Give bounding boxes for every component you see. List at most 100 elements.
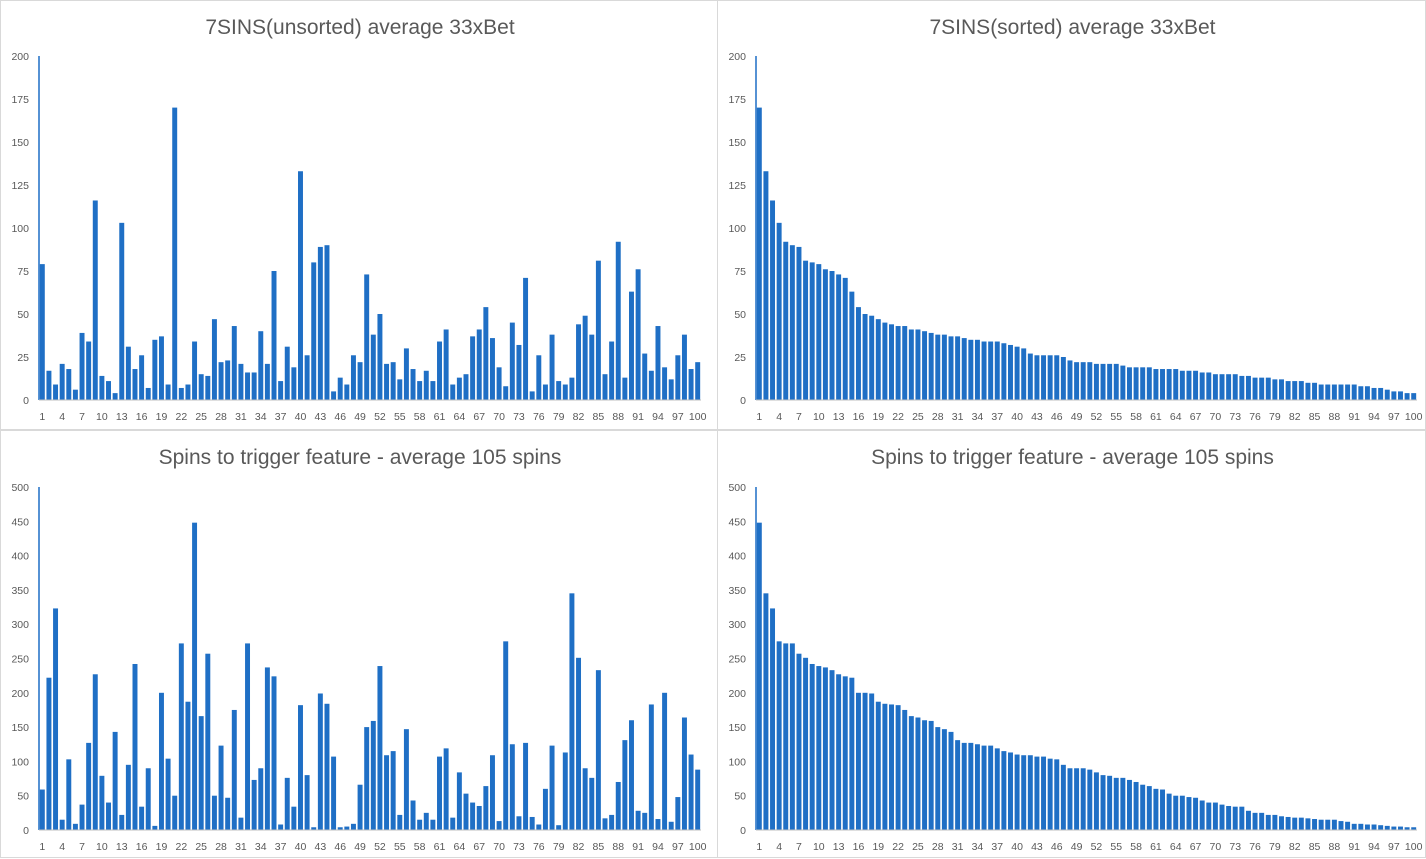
bar <box>1338 821 1344 830</box>
bar <box>456 377 462 400</box>
bar <box>258 331 264 400</box>
bar <box>1133 781 1139 830</box>
bar <box>1312 382 1318 400</box>
x-tick-label: 37 <box>991 841 1003 853</box>
bar <box>941 729 947 830</box>
chart-panel-2: 7SINS(sorted) average 33xBet 0 25 50 75 100 12… <box>717 0 1426 430</box>
y-tick-label: 400 <box>728 551 746 563</box>
bar <box>470 336 476 400</box>
x-tick-label: 82 <box>1289 841 1301 853</box>
bar <box>776 641 782 830</box>
x-tick-label: 40 <box>295 841 307 853</box>
chart-title: Spins to trigger feature - average 105 s… <box>871 446 1274 469</box>
bar <box>1074 362 1080 400</box>
bar <box>922 331 928 400</box>
bar <box>1325 819 1331 830</box>
bar <box>1232 806 1238 830</box>
bar <box>1041 355 1047 400</box>
bar <box>842 277 848 400</box>
bar <box>1060 764 1066 830</box>
x-tick-label: 76 <box>533 411 545 423</box>
bar <box>1193 797 1199 830</box>
bar <box>562 384 568 400</box>
bar <box>829 271 835 400</box>
bar <box>1245 810 1251 830</box>
bar <box>1206 802 1212 830</box>
bar <box>602 374 608 400</box>
bar <box>423 370 429 400</box>
bar <box>178 387 184 400</box>
bar <box>1285 816 1291 830</box>
bar <box>955 740 961 830</box>
bar <box>463 793 469 830</box>
bar <box>1411 827 1417 830</box>
bar <box>915 717 921 830</box>
bar <box>756 107 762 400</box>
bar <box>46 370 52 400</box>
bar <box>622 740 628 830</box>
bar <box>635 269 641 400</box>
bar <box>238 817 244 830</box>
bar <box>988 341 994 400</box>
bar <box>377 666 383 830</box>
bar <box>935 727 941 830</box>
bar <box>344 384 350 400</box>
bar <box>1325 384 1331 400</box>
bar <box>816 666 822 830</box>
x-tick-label: 1 <box>756 841 762 853</box>
x-tick-label: 13 <box>833 841 845 853</box>
chart-panel-1: 7SINS(unsorted) average 33xBet 0 25 50 75 100… <box>0 0 718 430</box>
bar <box>595 670 601 830</box>
chart-svg: 7SINS(sorted) average 33xBet025507510012… <box>728 16 1422 423</box>
bar <box>397 379 403 400</box>
bar <box>1371 824 1377 830</box>
bar <box>99 775 105 830</box>
bar <box>915 329 921 400</box>
bar <box>569 377 575 400</box>
bar <box>1351 823 1357 830</box>
x-tick-label: 82 <box>573 841 585 853</box>
bar <box>776 222 782 400</box>
y-tick-label: 300 <box>728 619 746 631</box>
x-tick-label: 88 <box>612 841 624 853</box>
bar <box>902 709 908 830</box>
bar <box>961 742 967 830</box>
x-tick-label: 61 <box>1150 411 1162 423</box>
bar <box>1034 756 1040 830</box>
bar <box>668 821 674 830</box>
bar <box>1160 369 1165 400</box>
y-tick-label: 200 <box>728 688 746 700</box>
bar <box>1358 386 1364 400</box>
y-tick-label: 150 <box>728 137 746 149</box>
bar <box>1391 391 1397 400</box>
bar <box>1047 355 1053 400</box>
x-tick-label: 37 <box>991 411 1003 423</box>
bar <box>763 171 769 400</box>
x-tick-label: 31 <box>952 841 964 853</box>
bar <box>662 692 668 830</box>
y-tick-label: 500 <box>728 482 746 494</box>
y-tick-label: 25 <box>17 352 29 364</box>
x-tick-label: 88 <box>1329 411 1341 423</box>
bar <box>1239 806 1245 830</box>
bar <box>756 522 762 830</box>
bar <box>443 329 449 400</box>
bar <box>1285 381 1291 400</box>
bar <box>836 674 842 830</box>
bar <box>211 795 217 830</box>
bar <box>1093 772 1099 830</box>
bar <box>849 291 855 400</box>
chart-svg: 7SINS(unsorted) average 33xBet 0 25 50 75 100… <box>11 16 706 423</box>
bar <box>994 341 1000 400</box>
x-tick-label: 10 <box>813 841 825 853</box>
x-tick-label: 25 <box>195 411 207 423</box>
bar <box>384 363 390 400</box>
bar <box>862 314 868 400</box>
bar <box>1054 759 1060 830</box>
x-tick-label: 52 <box>374 841 386 853</box>
x-tick-label: 70 <box>1210 841 1222 853</box>
x-tick-label: 55 <box>394 411 406 423</box>
bar <box>231 709 237 830</box>
bar <box>770 200 776 400</box>
bar <box>1265 377 1271 400</box>
